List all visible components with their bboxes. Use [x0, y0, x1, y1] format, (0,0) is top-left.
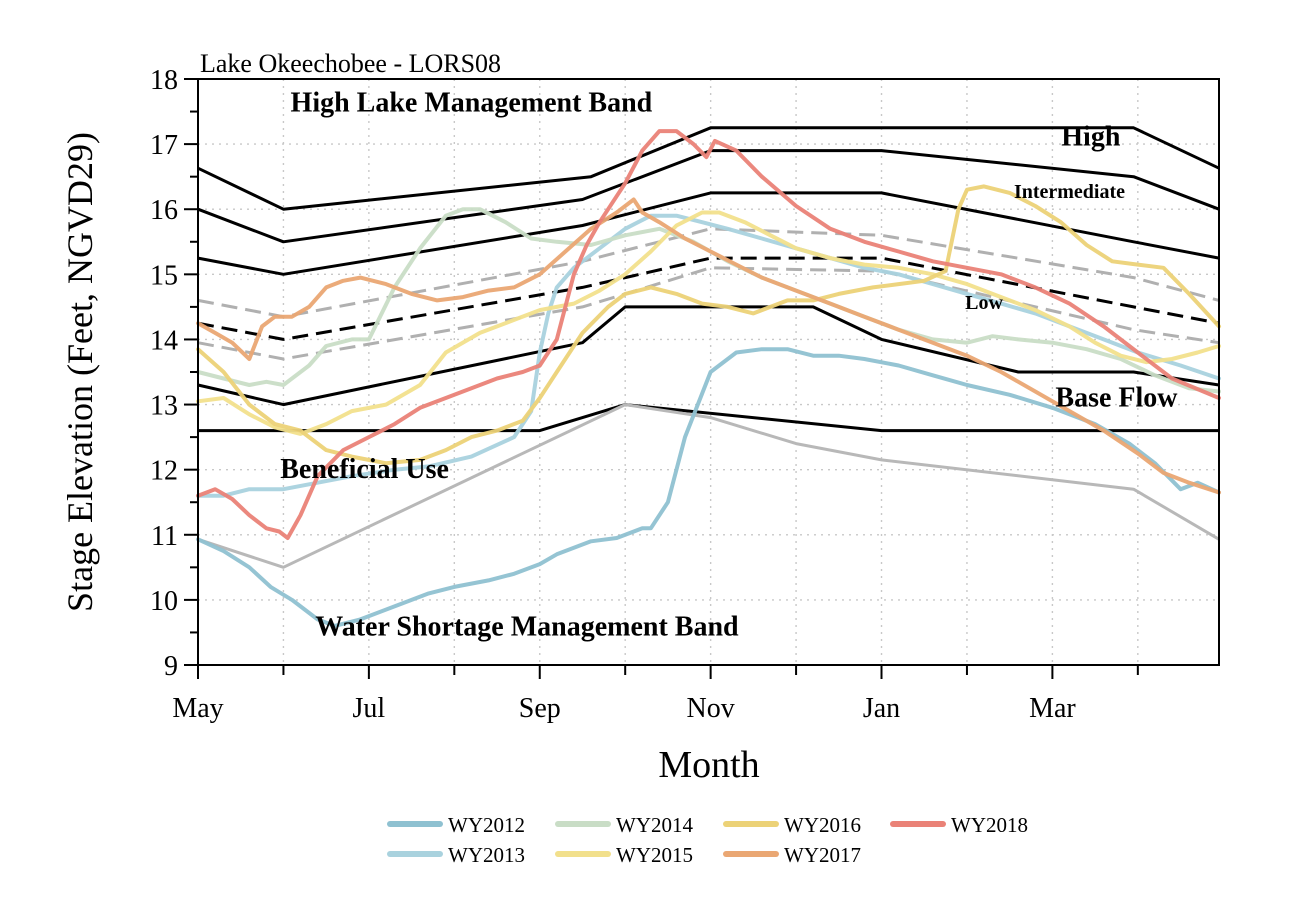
- reference-line: [197, 403, 1220, 569]
- reference-line: [197, 191, 1220, 276]
- band-label: Water Shortage Management Band: [315, 612, 739, 643]
- band-label: High: [1061, 121, 1121, 152]
- legend-label: WY2018: [951, 813, 1028, 837]
- data-series: [196, 129, 1221, 628]
- y-tick-label: 11: [151, 521, 178, 552]
- x-tick-label: Mar: [1029, 693, 1076, 724]
- series-line-wy2015: [196, 210, 1221, 436]
- y-axis-title: Stage Elevation (Feet, NGVD29): [60, 132, 100, 612]
- series-line-wy2016: [196, 184, 1221, 466]
- x-tick-label: May: [172, 693, 223, 724]
- band-label: Intermediate: [1014, 181, 1125, 203]
- y-tick-label: 16: [150, 195, 178, 226]
- y-tick-label: 18: [150, 65, 178, 96]
- band-label: Low: [965, 292, 1003, 314]
- y-tick-label: 10: [150, 586, 178, 617]
- y-tick-label: 9: [164, 651, 178, 682]
- band-label: High Lake Management Band: [291, 88, 653, 119]
- series-line-wy2017: [196, 197, 1221, 495]
- legend: WY2012 WY2013 WY2014 WY2015 WY2016 WY2017 WY20…: [387, 813, 1028, 867]
- x-tick-label: Jan: [863, 693, 900, 724]
- reference-line: [197, 305, 1220, 407]
- x-axis-title: Month: [658, 744, 759, 786]
- legend-label: WY2015: [616, 843, 693, 867]
- y-tick-label: 15: [150, 260, 178, 291]
- y-tick-label: 14: [150, 325, 178, 356]
- x-tick-label: Jul: [353, 693, 386, 724]
- legend-item-wy2015: WY2015: [555, 843, 693, 867]
- band-label: Base Flow: [1055, 383, 1178, 414]
- legend-label: WY2017: [784, 843, 861, 867]
- chart-title: Lake Okeechobee - LORS08: [200, 49, 501, 78]
- reference-line: [197, 256, 1220, 341]
- reference-line: [197, 126, 1220, 211]
- x-tick-label: Nov: [687, 693, 735, 724]
- legend-item-wy2016: WY2016: [723, 813, 861, 837]
- legend-item-wy2013: WY2013: [387, 843, 525, 867]
- band-label: Beneficial Use: [280, 454, 449, 485]
- legend-label: WY2012: [448, 813, 525, 837]
- axes: 9 10 11 12 13 14 15 16 17 18 May Jul Sep Nov Jan Mar: [150, 65, 1139, 724]
- series-line-wy2018: [196, 129, 1221, 540]
- y-tick-label: 13: [150, 391, 178, 422]
- reference-line: [197, 266, 1220, 361]
- band-labels: High Lake Management Band High Intermediat…: [280, 88, 1178, 643]
- x-tick-label: Sep: [519, 693, 561, 724]
- legend-item-wy2012: WY2012: [387, 813, 525, 837]
- series-line-wy2014: [196, 207, 1221, 394]
- y-tick-label: 17: [150, 130, 178, 161]
- y-tick-label: 12: [150, 456, 178, 487]
- legend-label: WY2013: [448, 843, 525, 867]
- series-line-wy2012: [196, 347, 1221, 628]
- legend-item-wy2018: WY2018: [890, 813, 1028, 837]
- legend-label: WY2016: [784, 813, 861, 837]
- legend-item-wy2014: WY2014: [555, 813, 693, 837]
- legend-label: WY2014: [616, 813, 693, 837]
- legend-item-wy2017: WY2017: [723, 843, 861, 867]
